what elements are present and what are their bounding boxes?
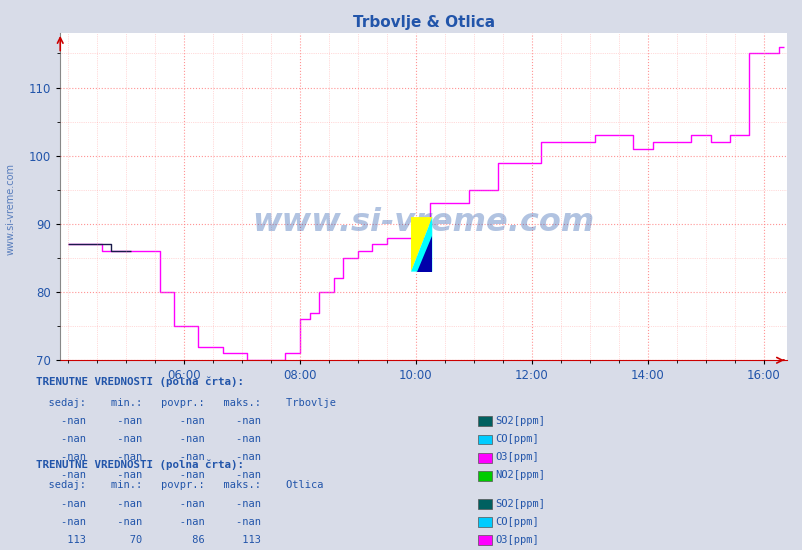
Text: SO2[ppm]: SO2[ppm] [495, 498, 545, 509]
Text: -nan     -nan      -nan     -nan: -nan -nan -nan -nan [36, 516, 261, 527]
Text: -nan     -nan      -nan     -nan: -nan -nan -nan -nan [36, 452, 261, 463]
Text: CO[ppm]: CO[ppm] [495, 434, 538, 444]
Text: CO[ppm]: CO[ppm] [495, 516, 538, 527]
Title: Trbovlje & Otlica: Trbovlje & Otlica [352, 15, 494, 30]
Polygon shape [417, 236, 431, 272]
Text: -nan     -nan      -nan     -nan: -nan -nan -nan -nan [36, 498, 261, 509]
Polygon shape [411, 217, 431, 272]
Text: www.si-vreme.com: www.si-vreme.com [252, 207, 594, 238]
Text: sedaj:    min.:   povpr.:   maks.:    Trbovlje: sedaj: min.: povpr.: maks.: Trbovlje [36, 398, 336, 408]
Text: -nan     -nan      -nan     -nan: -nan -nan -nan -nan [36, 416, 261, 426]
Text: www.si-vreme.com: www.si-vreme.com [6, 163, 15, 255]
Text: TRENUTNE VREDNOSTI (polna črta):: TRENUTNE VREDNOSTI (polna črta): [36, 377, 244, 387]
Text: -nan     -nan      -nan     -nan: -nan -nan -nan -nan [36, 434, 261, 444]
Text: NO2[ppm]: NO2[ppm] [495, 470, 545, 481]
Text: O3[ppm]: O3[ppm] [495, 535, 538, 545]
Text: 113       70        86      113: 113 70 86 113 [36, 535, 261, 545]
Polygon shape [411, 217, 431, 272]
Text: O3[ppm]: O3[ppm] [495, 452, 538, 463]
Text: SO2[ppm]: SO2[ppm] [495, 416, 545, 426]
Text: sedaj:    min.:   povpr.:   maks.:    Otlica: sedaj: min.: povpr.: maks.: Otlica [36, 480, 323, 491]
Text: TRENUTNE VREDNOSTI (polna črta):: TRENUTNE VREDNOSTI (polna črta): [36, 459, 244, 470]
Text: -nan     -nan      -nan     -nan: -nan -nan -nan -nan [36, 470, 261, 481]
